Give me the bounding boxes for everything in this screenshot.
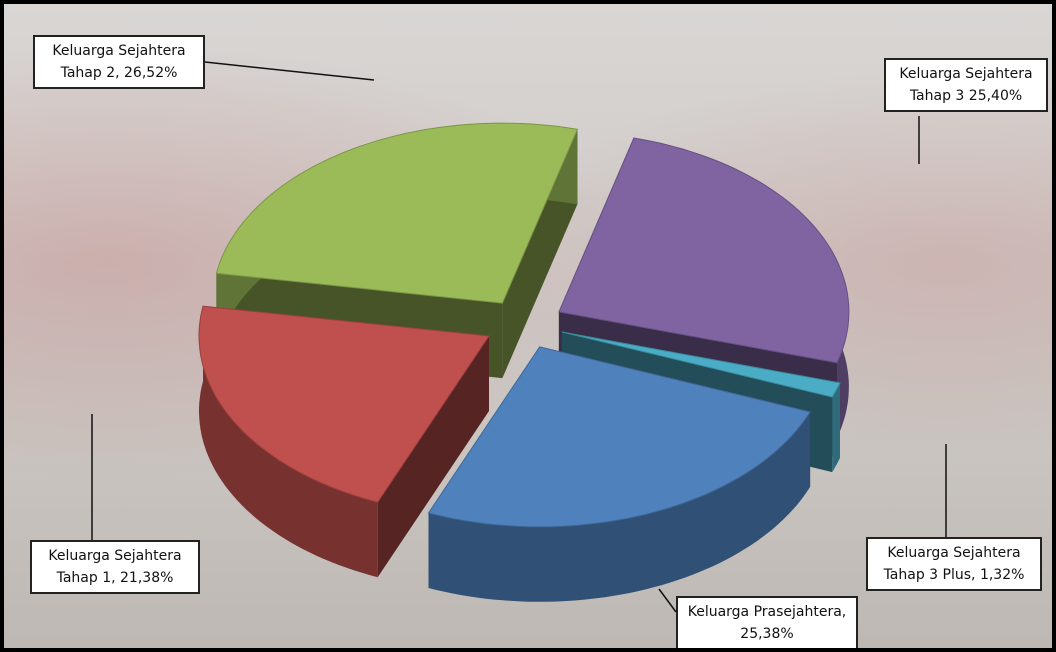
leader-line [204, 61, 375, 81]
label-category: Keluarga Prasejahtera, [687, 604, 847, 620]
slice [198, 305, 490, 503]
slice-wall [428, 411, 811, 602]
pie-area [91, 61, 947, 613]
data-label: Keluarga Sejahtera Tahap 3 25,40% [884, 58, 1048, 112]
data-label: Keluarga Sejahtera Tahap 3 Plus, 1,32% [866, 537, 1042, 591]
label-value: 25,38% [740, 626, 794, 642]
label-value: 21,38% [120, 570, 174, 586]
slice [558, 137, 850, 364]
label-category: Keluarga Sejahtera Tahap 3 [899, 66, 1033, 104]
slice [427, 346, 811, 528]
label-category: Keluarga Sejahtera Tahap 2, [52, 43, 186, 81]
leader-line [658, 588, 677, 613]
label-value: 1,32% [979, 567, 1025, 583]
data-label: Keluarga Prasejahtera, 25,38% [676, 596, 858, 648]
label-category: Keluarga Sejahtera Tahap 3 Plus, [883, 545, 1021, 583]
label-value: 25,40% [968, 88, 1023, 104]
slice-wall [199, 306, 378, 578]
slice-wall [832, 382, 840, 473]
slice [561, 331, 841, 398]
label-category: Keluarga Sejahtera Tahap 1, [48, 548, 182, 586]
label-value: 26,52% [124, 65, 178, 81]
slice [215, 122, 579, 304]
data-label: Keluarga Sejahtera Tahap 1, 21,38% [30, 540, 200, 594]
data-label: Keluarga Sejahtera Tahap 2, 26,52% [33, 35, 205, 89]
